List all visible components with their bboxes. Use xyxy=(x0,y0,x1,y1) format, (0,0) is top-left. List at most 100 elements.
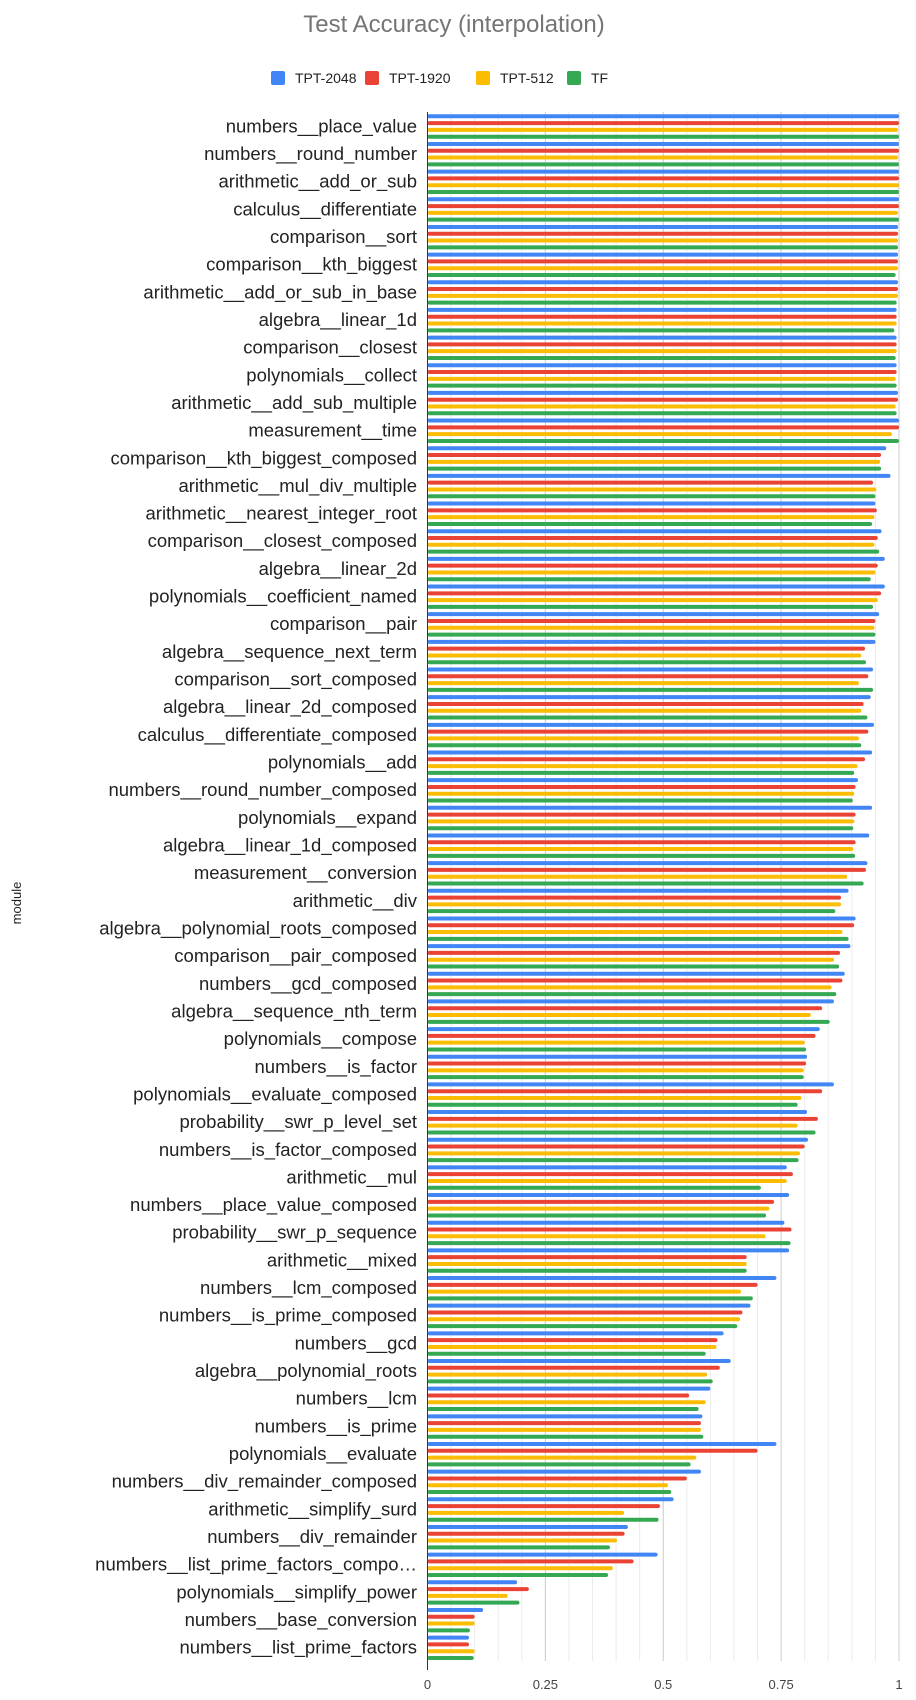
bar xyxy=(427,1351,706,1356)
bar xyxy=(427,916,856,921)
bar xyxy=(427,328,895,333)
bar xyxy=(427,300,897,305)
bar xyxy=(427,1096,802,1100)
category-label: numbers__place_value_composed xyxy=(130,1194,417,1216)
bar xyxy=(427,957,834,962)
bar xyxy=(427,1130,816,1135)
category-label: numbers__gcd_composed xyxy=(199,973,417,995)
bar xyxy=(427,480,874,485)
category-label: algebra__linear_2d_composed xyxy=(163,696,417,718)
bar xyxy=(427,708,862,713)
bar xyxy=(427,770,855,775)
bar xyxy=(427,197,899,202)
bar xyxy=(427,432,892,437)
legend: TPT-2048 TPT-1920 TPT-512 TF xyxy=(271,70,608,86)
bar xyxy=(427,1344,717,1349)
bar xyxy=(427,722,875,727)
bar xyxy=(427,1255,747,1260)
bar xyxy=(427,902,842,907)
bar xyxy=(427,273,896,277)
legend-label: TPT-512 xyxy=(500,70,554,86)
bar xyxy=(427,687,874,692)
bar xyxy=(427,632,876,637)
bar xyxy=(427,190,899,195)
legend-item: TPT-2048 xyxy=(271,70,357,86)
category-label: comparison__pair_composed xyxy=(174,945,417,967)
bar xyxy=(427,757,866,762)
bar xyxy=(427,397,899,402)
category-label: arithmetic__add_sub_multiple xyxy=(171,392,417,414)
category-label: algebra__sequence_nth_term xyxy=(171,1000,417,1022)
legend-swatch xyxy=(476,71,490,85)
category-label: numbers__place_value xyxy=(226,115,417,137)
bar xyxy=(427,342,897,347)
category-label: measurement__conversion xyxy=(194,862,417,884)
x-tick-label: 0 xyxy=(424,1677,431,1692)
category-label: polynomials__add xyxy=(268,752,417,774)
category-label: numbers__lcm xyxy=(296,1388,417,1410)
bar xyxy=(427,549,880,554)
bar xyxy=(427,639,876,644)
bar xyxy=(427,591,882,596)
bar xyxy=(427,1054,808,1059)
bar xyxy=(427,1621,475,1626)
bar xyxy=(427,895,842,900)
bar xyxy=(427,183,899,188)
category-label: polynomials__expand xyxy=(238,807,417,829)
bar xyxy=(427,764,858,769)
category-label: polynomials__evaluate xyxy=(229,1443,417,1465)
category-label: calculus__differentiate xyxy=(233,198,417,220)
bar xyxy=(427,1462,691,1467)
bar xyxy=(427,584,885,589)
bar xyxy=(427,798,853,803)
category-label: arithmetic__add_or_sub xyxy=(219,171,418,193)
bar xyxy=(427,1649,475,1654)
bar xyxy=(427,280,899,285)
bar xyxy=(427,1656,474,1660)
bar xyxy=(427,778,858,783)
bar xyxy=(427,141,899,146)
bar xyxy=(427,1040,805,1045)
bar xyxy=(427,978,843,983)
category-label: arithmetic__mul xyxy=(286,1166,417,1188)
bar xyxy=(427,743,862,748)
bar xyxy=(427,1082,834,1087)
category-labels: numbers__place_value numbers__round_numbe… xyxy=(95,115,418,1658)
bar xyxy=(427,1193,790,1198)
bar xyxy=(427,992,837,997)
bar xyxy=(427,363,897,368)
bar xyxy=(427,390,899,395)
bar xyxy=(427,1151,800,1156)
bar xyxy=(427,971,845,976)
category-label: comparison__kth_biggest xyxy=(206,254,417,276)
legend-item: TF xyxy=(567,70,608,86)
bar xyxy=(427,618,876,623)
bar xyxy=(427,695,871,700)
bar xyxy=(427,134,899,139)
x-tick-label: 1 xyxy=(895,1677,902,1692)
bar xyxy=(427,404,896,409)
category-label: algebra__linear_1d xyxy=(259,309,417,331)
y-axis-title: module xyxy=(9,882,24,925)
bar xyxy=(427,840,856,845)
chart-title: Test Accuracy (interpolation) xyxy=(303,11,604,38)
bar xyxy=(427,681,859,686)
category-label: numbers__round_number_composed xyxy=(108,779,417,801)
bar xyxy=(427,121,899,126)
bar xyxy=(427,245,899,250)
legend-label: TPT-1920 xyxy=(389,70,451,86)
bar xyxy=(427,1102,798,1107)
bar xyxy=(427,1427,701,1432)
bar xyxy=(427,487,877,492)
bar xyxy=(427,114,899,119)
bar xyxy=(427,1303,751,1308)
bar xyxy=(427,453,882,458)
bar xyxy=(427,1033,816,1038)
bars-group xyxy=(427,114,899,1660)
bar xyxy=(427,536,878,540)
bar xyxy=(427,1317,741,1322)
bar xyxy=(427,1559,634,1564)
bar xyxy=(427,521,873,526)
category-label: polynomials__evaluate_composed xyxy=(133,1083,417,1105)
